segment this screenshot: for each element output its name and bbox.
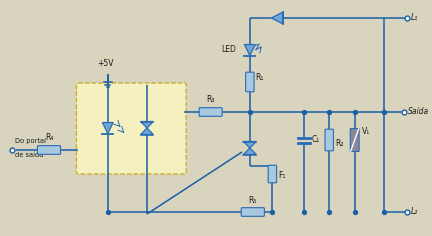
Text: L₂: L₂ bbox=[410, 207, 418, 216]
Text: R₂: R₂ bbox=[335, 139, 343, 148]
Text: R₄: R₄ bbox=[45, 133, 53, 142]
FancyBboxPatch shape bbox=[325, 129, 334, 151]
FancyBboxPatch shape bbox=[246, 72, 254, 92]
Text: Saída: Saída bbox=[408, 108, 429, 117]
Text: +5V: +5V bbox=[98, 59, 114, 68]
Text: C₁: C₁ bbox=[311, 135, 320, 144]
Text: L₁: L₁ bbox=[410, 13, 418, 22]
FancyBboxPatch shape bbox=[241, 208, 264, 216]
Polygon shape bbox=[271, 12, 283, 24]
FancyBboxPatch shape bbox=[76, 83, 186, 174]
Polygon shape bbox=[102, 122, 113, 134]
Text: R₃: R₃ bbox=[206, 95, 215, 104]
Text: R₁: R₁ bbox=[256, 73, 264, 83]
Text: V₁: V₁ bbox=[362, 127, 370, 136]
Text: LED: LED bbox=[221, 46, 236, 55]
Text: R₅: R₅ bbox=[248, 196, 257, 205]
Text: Do portal: Do portal bbox=[15, 138, 46, 144]
FancyBboxPatch shape bbox=[199, 108, 222, 116]
FancyBboxPatch shape bbox=[350, 128, 359, 152]
Polygon shape bbox=[244, 148, 256, 155]
Polygon shape bbox=[140, 122, 153, 128]
FancyBboxPatch shape bbox=[268, 165, 276, 183]
Polygon shape bbox=[244, 142, 256, 148]
FancyBboxPatch shape bbox=[38, 146, 60, 154]
Polygon shape bbox=[140, 128, 153, 135]
Text: de saída: de saída bbox=[15, 152, 43, 158]
Polygon shape bbox=[245, 45, 255, 55]
Text: F₁: F₁ bbox=[278, 172, 286, 181]
